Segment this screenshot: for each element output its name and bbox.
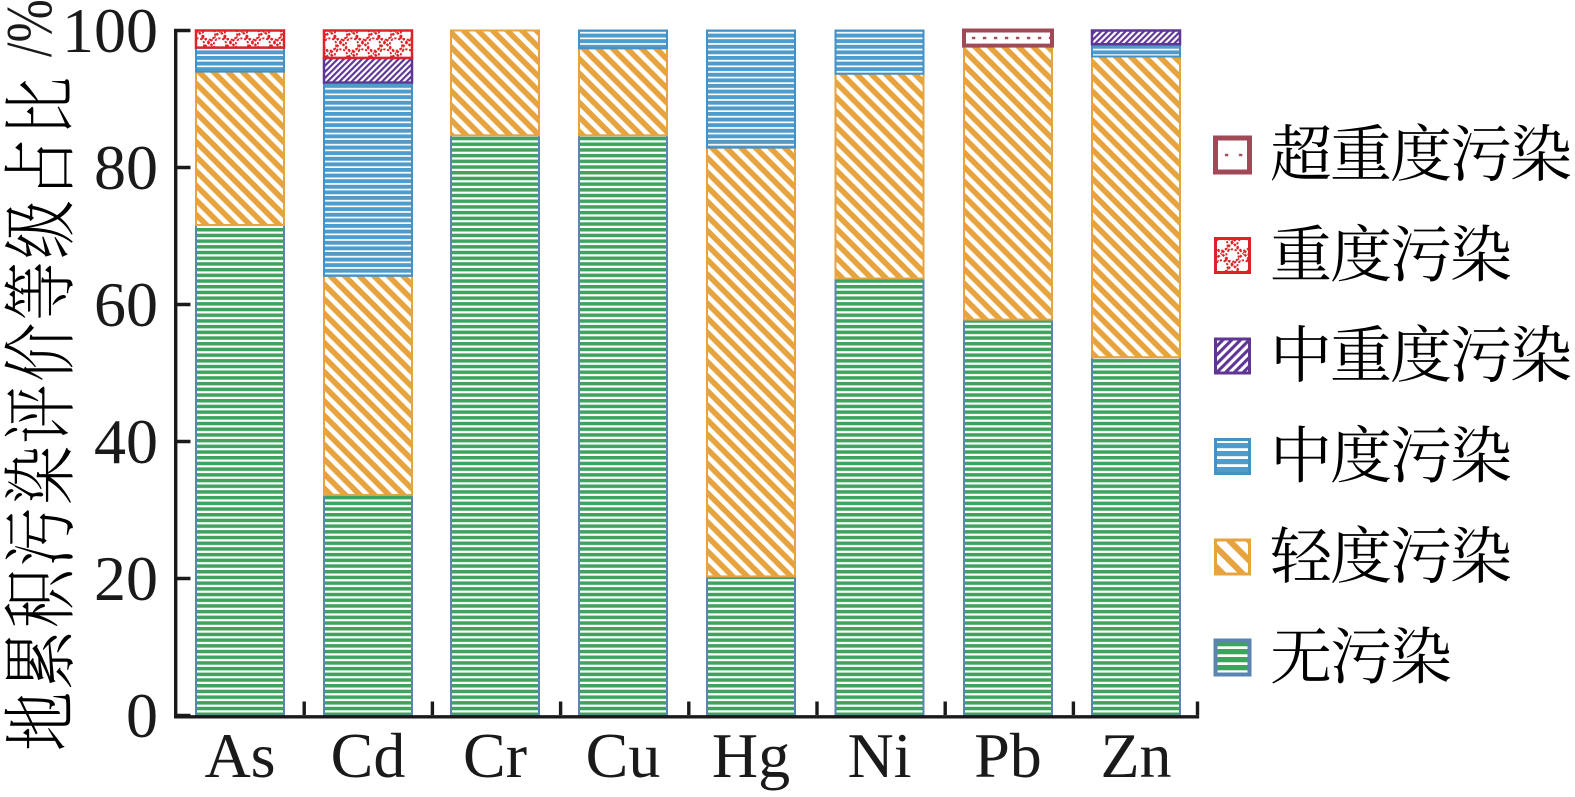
svg-text:20: 20: [94, 543, 158, 614]
svg-text:Zn: Zn: [1100, 720, 1171, 791]
svg-text:Cr: Cr: [463, 720, 527, 791]
svg-text:100: 100: [62, 0, 158, 66]
svg-text:Cu: Cu: [586, 720, 661, 791]
svg-text:Cd: Cd: [331, 720, 406, 791]
svg-text:60: 60: [94, 269, 158, 340]
svg-text:As: As: [204, 720, 275, 791]
svg-text:Pb: Pb: [974, 720, 1042, 791]
svg-text:80: 80: [94, 132, 158, 203]
svg-text:Ni: Ni: [848, 720, 912, 791]
svg-text:40: 40: [94, 406, 158, 477]
svg-text:0: 0: [126, 680, 158, 751]
svg-text:/%: /%: [0, 0, 65, 57]
svg-text:Hg: Hg: [712, 720, 790, 791]
